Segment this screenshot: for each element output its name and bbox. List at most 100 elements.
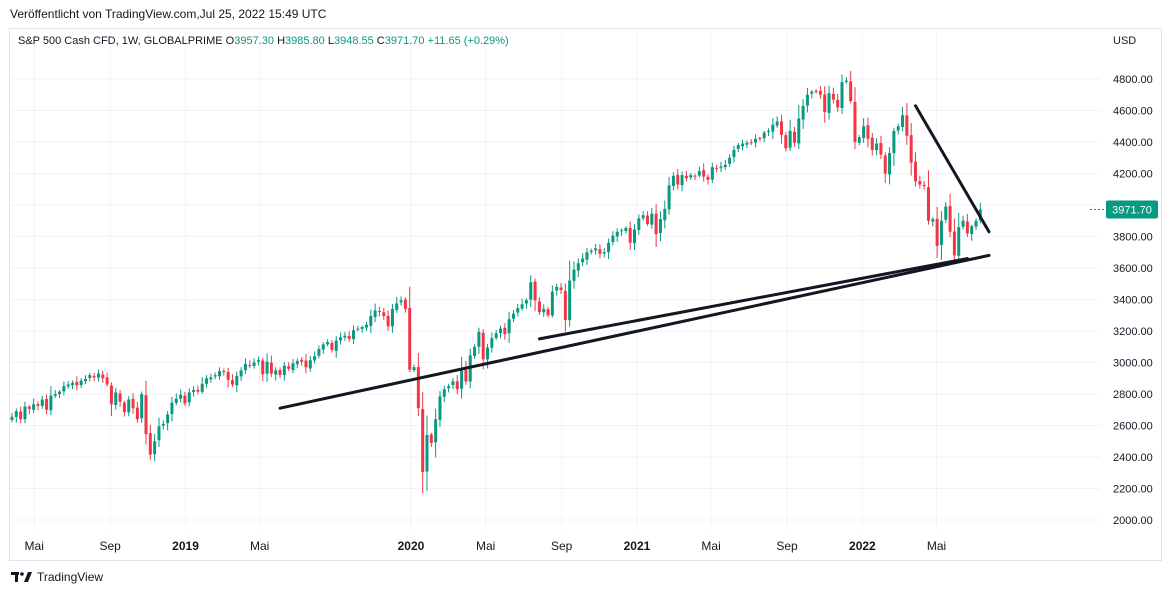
candle-body — [918, 181, 922, 185]
candle — [494, 330, 498, 340]
candle — [118, 389, 122, 407]
candle-body — [10, 416, 14, 420]
symbol-title[interactable]: S&P 500 Cash CFD, 1W, GLOBALPRIME — [18, 35, 223, 47]
candle-body — [274, 370, 278, 375]
candle-body — [49, 395, 53, 411]
candle-body — [192, 390, 196, 393]
candle-body — [974, 220, 978, 227]
candle — [628, 221, 632, 250]
candle — [27, 405, 31, 415]
candle — [377, 306, 381, 317]
x-tick-label: Mai — [701, 539, 720, 553]
candle — [572, 261, 576, 289]
candle — [295, 358, 299, 369]
candle-body — [339, 337, 343, 341]
candle-body — [390, 308, 394, 327]
close-label: C — [376, 35, 385, 47]
candle — [209, 373, 213, 383]
trendline[interactable] — [914, 104, 991, 234]
candle-body — [602, 252, 606, 254]
candle-body — [494, 333, 498, 339]
candle-body — [879, 143, 883, 155]
candle — [589, 248, 593, 255]
candle-body — [818, 90, 822, 95]
candle-body — [473, 346, 477, 357]
candle-body — [32, 404, 36, 410]
candle-body — [135, 407, 139, 420]
candle-body — [442, 389, 446, 397]
candle-body — [572, 269, 576, 281]
candle — [658, 211, 662, 242]
candle — [140, 391, 144, 423]
candle-body — [187, 392, 191, 403]
candle — [187, 388, 191, 407]
candle-body — [304, 360, 308, 368]
candle-body — [256, 360, 260, 362]
candle — [300, 357, 304, 366]
trendline[interactable] — [278, 253, 991, 410]
candle-body — [624, 227, 628, 231]
candle — [109, 382, 113, 416]
trendlines — [278, 104, 991, 410]
candle-body — [230, 380, 234, 385]
candle-body — [252, 362, 256, 367]
candle — [883, 152, 887, 184]
candle-body — [935, 218, 939, 246]
candle — [533, 278, 537, 312]
y-tick-label: 2200.00 — [1113, 484, 1153, 496]
candle — [758, 136, 762, 142]
y-tick-label: 2800.00 — [1113, 389, 1153, 401]
candle-body — [931, 219, 935, 222]
candle-body — [356, 328, 360, 330]
candle — [45, 394, 49, 415]
candle — [347, 331, 351, 342]
candle-body — [282, 365, 286, 376]
candle — [888, 147, 892, 185]
candle-body — [243, 364, 247, 371]
candle — [568, 260, 572, 327]
candle — [611, 231, 615, 246]
candle-body — [762, 132, 766, 139]
candle — [926, 170, 930, 225]
y-tick-label: 3400.00 — [1113, 295, 1153, 307]
candle — [196, 385, 200, 395]
candle-body — [464, 369, 468, 382]
open-value: 3957.30 — [234, 35, 274, 47]
candle — [174, 393, 178, 406]
candle-body — [784, 135, 788, 149]
candle-body — [213, 375, 217, 377]
candle — [715, 164, 719, 173]
candle — [853, 87, 857, 150]
candle-body — [226, 371, 230, 380]
candle — [304, 354, 308, 374]
candle-body — [723, 164, 727, 168]
candle — [520, 298, 524, 311]
candle-body — [408, 308, 412, 370]
chart-frame[interactable] — [9, 28, 1162, 561]
candle-body — [926, 187, 930, 221]
x-tick-label: Mai — [476, 539, 495, 553]
candle-body — [914, 161, 918, 182]
candle-body — [166, 414, 170, 424]
candle-body — [161, 423, 165, 426]
candle-body — [922, 184, 926, 187]
candle-body — [36, 404, 40, 406]
candle — [914, 152, 918, 187]
open-label: O — [225, 35, 235, 47]
candle — [957, 212, 961, 260]
candle — [576, 258, 580, 278]
y-tick-label: 2000.00 — [1113, 515, 1153, 527]
candle-body — [412, 367, 416, 371]
candle — [762, 130, 766, 143]
candle-body — [507, 319, 511, 334]
candle-body — [347, 335, 351, 339]
candle-body — [901, 115, 905, 127]
candle — [892, 127, 896, 166]
candle-body — [905, 115, 909, 136]
candle-body — [546, 309, 550, 316]
trendline[interactable] — [537, 257, 969, 341]
candle-body — [754, 138, 758, 143]
tradingview-brand[interactable]: TradingView — [37, 570, 104, 584]
candle — [524, 298, 528, 309]
